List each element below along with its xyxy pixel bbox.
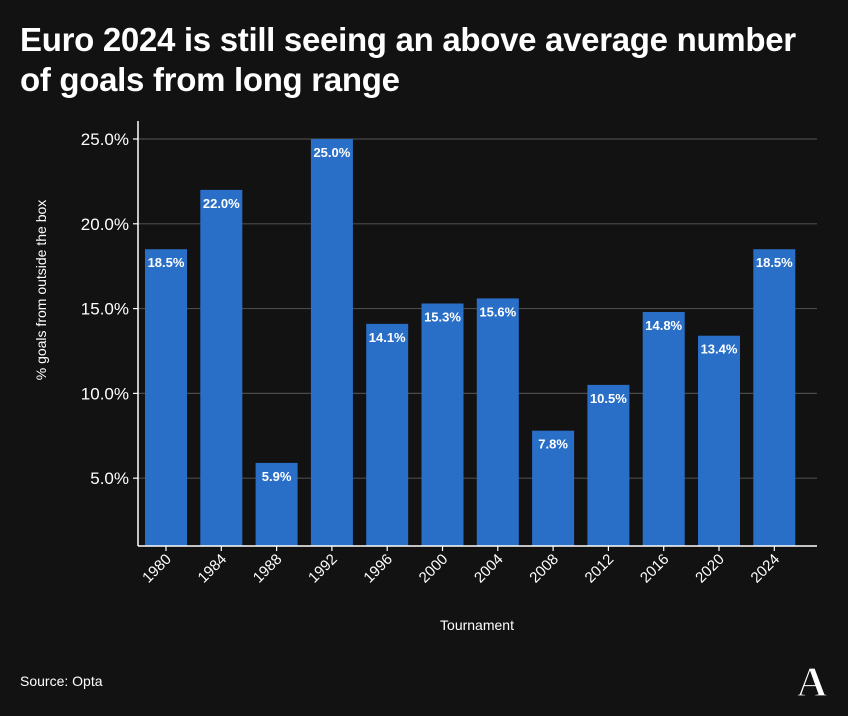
- x-tick-label: 2008: [526, 551, 562, 587]
- bar-2000: [421, 303, 464, 546]
- chart-title: Euro 2024 is still seeing an above avera…: [20, 21, 796, 98]
- x-tick-label: 2016: [637, 551, 673, 587]
- x-axis-label: Tournament: [440, 617, 514, 633]
- x-tick-label: 1984: [195, 551, 231, 587]
- x-tick-label: 1996: [360, 551, 396, 587]
- x-tick-label: 2012: [582, 551, 618, 587]
- bar-2004: [476, 298, 519, 546]
- x-tick-label: 2024: [748, 551, 784, 587]
- bar-2020: [698, 335, 740, 546]
- data-label: 25.0%: [313, 145, 350, 160]
- source-note: Source: Opta: [20, 673, 103, 689]
- x-tick-label: 1992: [305, 551, 341, 587]
- y-axis-ticks: 5.0% 10.0% 15.0% 20.0% 25.0%: [81, 130, 138, 488]
- data-label: 14.1%: [369, 330, 406, 345]
- data-label: 22.0%: [203, 196, 240, 211]
- x-axis-ticks: 1980 1984 1988 1992 1996 2000 2004 2008 2012 2016…: [139, 546, 783, 586]
- data-labels: 18.5% 22.0% 5.9% 25.0% 14.1% 15.3% 15.6% 7.8% 10…: [148, 145, 794, 484]
- y-tick-label: 5.0%: [90, 469, 129, 488]
- bar-2008: [532, 430, 575, 546]
- bar-1996: [366, 323, 409, 546]
- bar-2024: [753, 249, 796, 546]
- y-tick-label: 10.0%: [81, 384, 129, 403]
- bar-1992: [310, 139, 353, 546]
- bar-1984: [200, 189, 243, 546]
- bar-1988: [255, 462, 298, 546]
- data-label: 18.5%: [756, 255, 793, 270]
- bar-2016: [642, 311, 685, 546]
- x-tick-label: 2020: [692, 551, 728, 587]
- svg-text:A: A: [797, 660, 828, 702]
- data-label: 18.5%: [148, 255, 185, 270]
- x-tick-label: 2000: [416, 551, 452, 587]
- data-label: 10.5%: [590, 391, 627, 406]
- data-label: 14.8%: [645, 318, 682, 333]
- y-axis-label: % goals from outside the box: [33, 200, 49, 381]
- y-tick-label: 25.0%: [81, 130, 129, 149]
- x-tick-label: 1988: [250, 551, 286, 587]
- bar-2012: [587, 384, 630, 546]
- y-tick-label: 15.0%: [81, 300, 129, 319]
- bar-1980: [145, 249, 187, 546]
- athletic-logo-icon: A: [796, 659, 828, 702]
- data-label: 15.6%: [479, 304, 516, 319]
- x-tick-label: 1980: [139, 551, 175, 587]
- data-label: 7.8%: [538, 437, 568, 452]
- data-label: 15.3%: [424, 309, 461, 324]
- x-tick-label: 2004: [471, 551, 507, 587]
- data-label: 13.4%: [701, 342, 738, 357]
- y-tick-label: 20.0%: [81, 215, 129, 234]
- data-label: 5.9%: [262, 469, 292, 484]
- bars: [145, 139, 796, 546]
